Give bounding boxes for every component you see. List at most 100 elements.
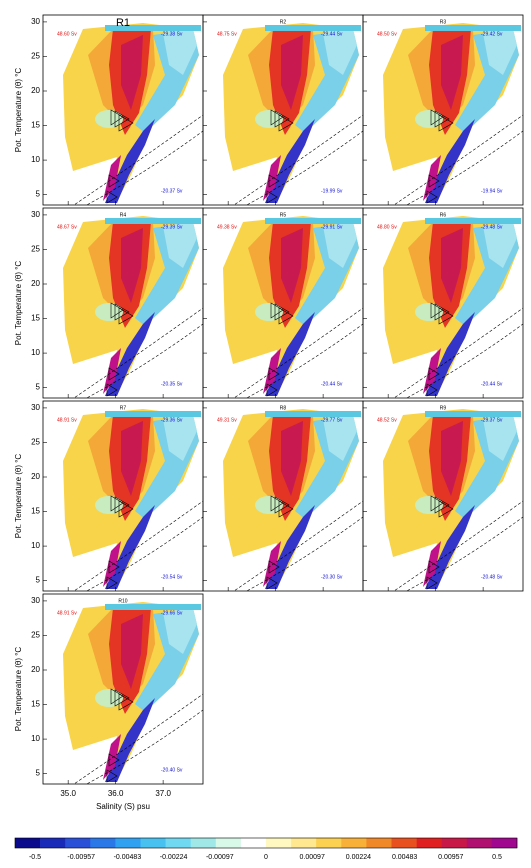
y-tick-label: 15 xyxy=(31,700,40,709)
y-tick-label: 5 xyxy=(36,383,41,392)
red-transport: 48.80 Sv xyxy=(377,224,397,230)
blue-transport-bottom: -19.94 Sv xyxy=(481,188,503,194)
x-tick-label: 35.0 xyxy=(60,789,76,798)
colorbar-swatch xyxy=(441,838,468,848)
y-axis-label: Pot. Temperature (θ) °C xyxy=(14,647,23,732)
colorbar-label: 0.00957 xyxy=(438,854,463,861)
panel: R8 49.31 Sv -29.77 Sv -20.30 Sv xyxy=(202,400,364,593)
panel: R10 48.91 Sv -29.66 Sv -20.40 Sv 5 10 15 20 25 30… xyxy=(14,593,204,811)
blue-transport-top: -29.44 Sv xyxy=(321,31,343,37)
blue-transport-top: -29.77 Sv xyxy=(321,417,343,423)
colorbar-swatch xyxy=(266,838,292,848)
colorbar-label: 0.00224 xyxy=(346,854,371,861)
red-transport: 48.50 Sv xyxy=(377,31,397,37)
red-transport: 48.75 Sv xyxy=(217,31,237,37)
blue-transport-top: -29.48 Sv xyxy=(481,224,503,230)
y-tick-label: 20 xyxy=(31,279,40,288)
x-tick-label: 36.0 xyxy=(108,789,124,798)
colorbar-swatch xyxy=(341,838,367,848)
colorbar-label: -0.00957 xyxy=(67,854,95,861)
panel: R9 48.52 Sv -29.37 Sv -20.48 Sv xyxy=(362,400,524,593)
data-cloud xyxy=(383,23,523,207)
blue-transport-bottom: -20.44 Sv xyxy=(481,381,503,387)
colorbar-swatch xyxy=(316,838,342,848)
y-tick-label: 30 xyxy=(31,17,40,26)
x-tick-label: 37.0 xyxy=(155,789,171,798)
blue-transport-top: -29.38 Sv xyxy=(161,31,183,37)
colorbar-label: 0.00483 xyxy=(392,854,417,861)
panel: R7 48.91 Sv -29.36 Sv -20.54 Sv 5 10 15 20 25 30 P… xyxy=(14,400,204,593)
data-cloud xyxy=(63,409,203,593)
panel: R4 48.67 Sv -29.39 Sv -20.35 Sv 5 10 15 20 25 30 P… xyxy=(14,207,204,400)
y-tick-label: 20 xyxy=(31,665,40,674)
blue-transport-bottom: -20.44 Sv xyxy=(321,381,343,387)
y-tick-label: 25 xyxy=(31,245,40,254)
y-axis-label: Pot. Temperature (θ) °C xyxy=(14,261,23,346)
panel-label: R8 xyxy=(280,405,287,411)
colorbar-swatch xyxy=(190,838,217,848)
colorbar-label: 0.5 xyxy=(492,854,502,861)
blue-transport-top: -29.39 Sv xyxy=(161,224,183,230)
y-tick-label: 10 xyxy=(31,155,40,164)
red-transport: 48.91 Sv xyxy=(57,417,77,423)
data-cloud xyxy=(63,23,203,207)
colorbar-swatch xyxy=(466,838,493,848)
colorbar-swatch xyxy=(15,838,41,848)
panel-frame xyxy=(362,400,524,592)
y-axis-label: Pot. Temperature (θ) °C xyxy=(14,454,23,539)
y-tick-label: 30 xyxy=(31,403,40,412)
blue-transport-bottom: -20.40 Sv xyxy=(161,767,183,773)
colorbar-label: -0.00483 xyxy=(114,854,142,861)
panel: R6 48.80 Sv -29.48 Sv -20.44 Sv xyxy=(362,207,524,400)
panel-frame xyxy=(362,14,524,206)
colorbar-swatch xyxy=(215,838,242,848)
colorbar-label: -0.00097 xyxy=(206,854,234,861)
panel-frame xyxy=(362,207,524,399)
y-tick-label: 10 xyxy=(31,348,40,357)
colorbar-label: -0.5 xyxy=(29,854,41,861)
data-cloud xyxy=(223,23,363,207)
panel-label: R1 xyxy=(116,17,130,29)
y-tick-label: 30 xyxy=(31,596,40,605)
colorbar-swatch xyxy=(291,838,317,848)
data-cloud xyxy=(383,216,523,400)
panel-label: R3 xyxy=(440,19,447,25)
panel: R3 48.50 Sv -29.42 Sv -19.94 Sv xyxy=(362,14,524,207)
panel-label: R5 xyxy=(280,212,287,218)
panel: R1 48.60 Sv -29.38 Sv -20.37 Sv 5 10 15 20 25 30 P… xyxy=(14,14,204,207)
panel-frame xyxy=(42,593,204,785)
red-transport: 49.38 Sv xyxy=(217,224,237,230)
colorbar-swatch xyxy=(140,838,166,848)
red-transport: 48.91 Sv xyxy=(57,610,77,616)
panel-label: R4 xyxy=(120,212,127,218)
data-cloud xyxy=(63,216,203,400)
red-transport: 49.31 Sv xyxy=(217,417,237,423)
y-tick-label: 10 xyxy=(31,541,40,550)
colorbar-swatch xyxy=(115,838,141,848)
colorbar-label: -0.00224 xyxy=(160,854,188,861)
data-cloud xyxy=(63,602,203,786)
colorbar-swatch xyxy=(391,838,417,848)
colorbar-swatch xyxy=(491,838,518,848)
blue-transport-bottom: -20.37 Sv xyxy=(161,188,183,194)
panel-label: R9 xyxy=(440,405,447,411)
panel: R2 48.75 Sv -29.44 Sv -19.99 Sv xyxy=(202,14,364,207)
panel-label: R7 xyxy=(120,405,127,411)
blue-transport-bottom: -20.54 Sv xyxy=(161,574,183,580)
y-tick-label: 10 xyxy=(31,734,40,743)
red-transport: 48.67 Sv xyxy=(57,224,77,230)
data-cloud xyxy=(383,409,523,593)
blue-transport-bottom: -20.35 Sv xyxy=(161,381,183,387)
colorbar-swatch xyxy=(165,838,191,848)
panel-label: R10 xyxy=(118,598,127,604)
blue-transport-top: -29.91 Sv xyxy=(321,224,343,230)
y-tick-label: 20 xyxy=(31,472,40,481)
colorbar-swatch xyxy=(90,838,116,848)
colorbar-swatch xyxy=(240,838,267,848)
blue-transport-top: -29.37 Sv xyxy=(481,417,503,423)
y-tick-label: 20 xyxy=(31,86,40,95)
colorbar-swatch xyxy=(366,838,392,848)
panel-label: R6 xyxy=(440,212,447,218)
y-tick-label: 15 xyxy=(31,314,40,323)
y-tick-label: 5 xyxy=(36,190,41,199)
